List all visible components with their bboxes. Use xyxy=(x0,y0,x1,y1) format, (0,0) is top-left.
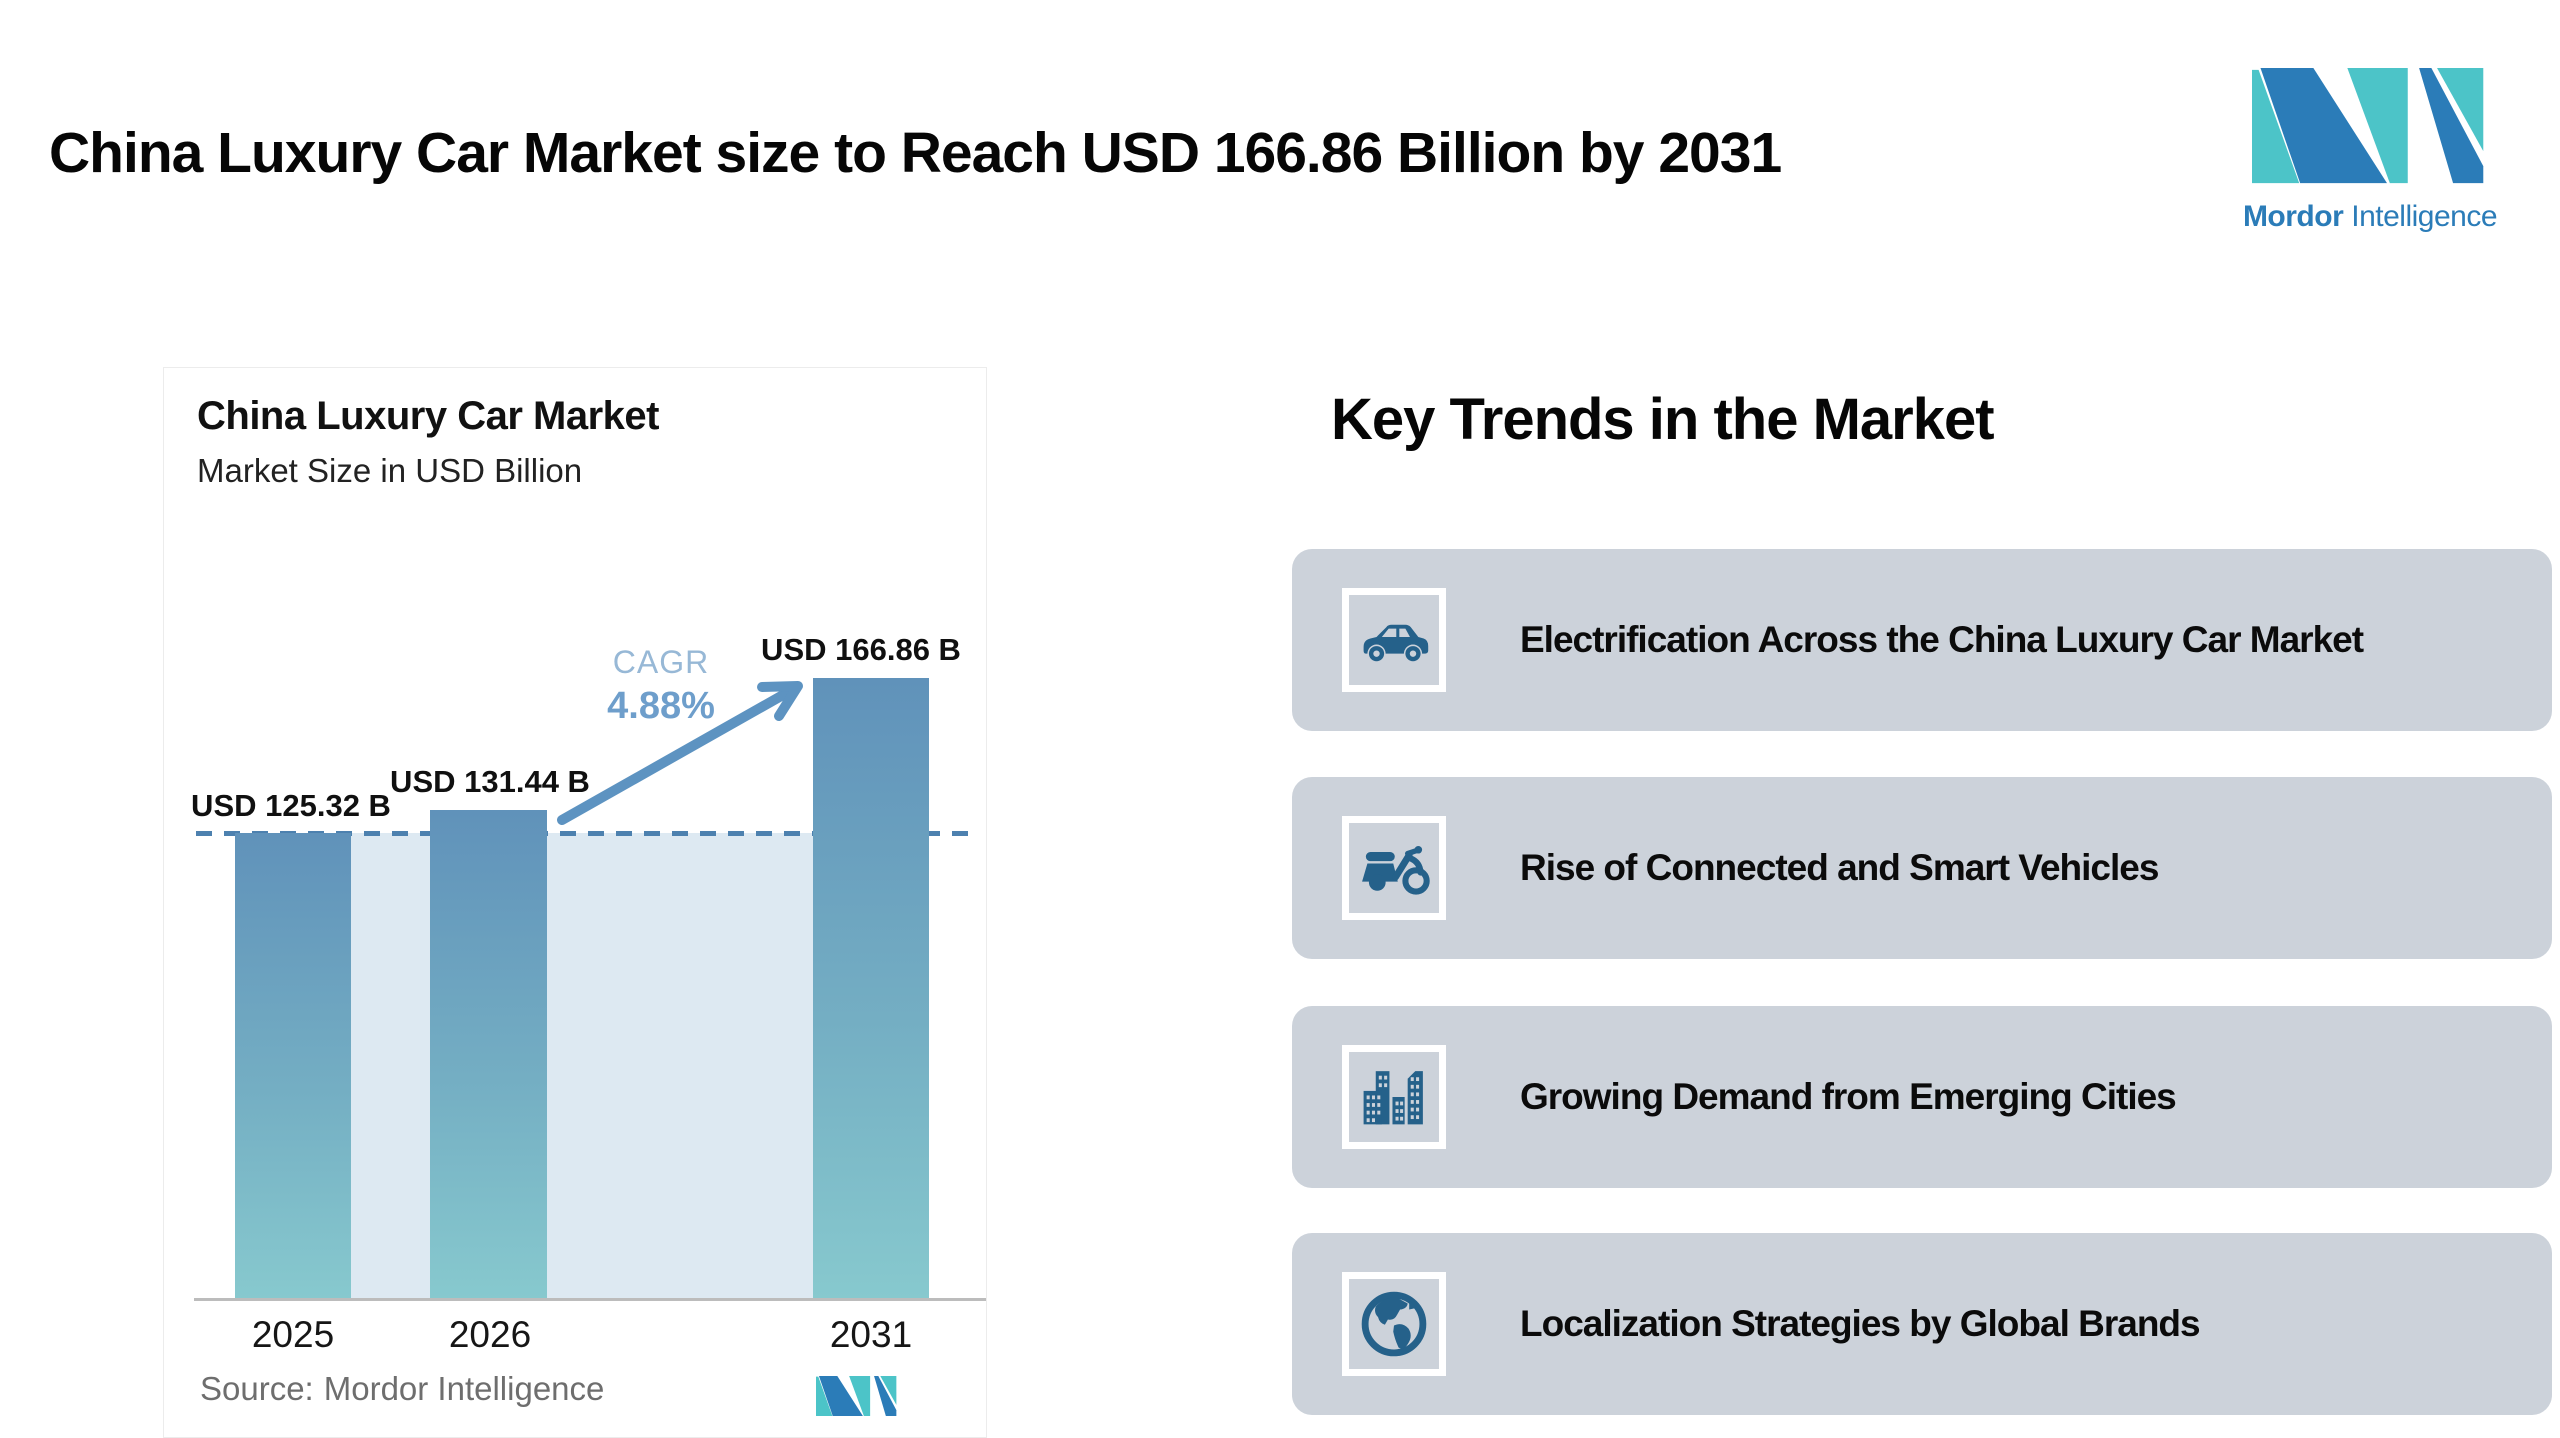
source-value: Mordor Intelligence xyxy=(323,1370,605,1407)
cagr-label: CAGR xyxy=(612,644,710,680)
brand-wordmark: Mordor Intelligence xyxy=(2242,200,2498,234)
trend-icon-box xyxy=(1342,1045,1446,1149)
x-axis-line xyxy=(194,1298,986,1301)
bar-chart-plot: USD 125.32 B USD 131.44 B USD 166.86 B C… xyxy=(164,368,986,1301)
trend-card-emerging-cities: Growing Demand from Emerging Cities xyxy=(1292,1006,2552,1188)
chart-subtitle: Market Size in USD Billion xyxy=(197,452,583,489)
bar-2031 xyxy=(813,678,929,1299)
trends-heading: Key Trends in the Market xyxy=(1331,387,1995,452)
x-tick-2026: 2026 xyxy=(448,1314,532,1355)
brand-logo: Mordor Intelligence xyxy=(2208,26,2532,318)
page-title: China Luxury Car Market size to Reach US… xyxy=(49,121,1782,185)
chart-title: China Luxury Car Market xyxy=(197,394,659,438)
market-size-chart-card: China Luxury Car Market Market Size in U… xyxy=(163,367,987,1438)
cagr-value: 4.88% xyxy=(607,685,715,727)
trend-card-localization: Localization Strategies by Global Brands xyxy=(1292,1233,2552,1415)
x-tick-2031: 2031 xyxy=(829,1314,913,1355)
source-label: Source: xyxy=(200,1370,314,1407)
cagr-annotation: CAGR 4.88% xyxy=(591,644,731,728)
bar-2026 xyxy=(430,810,547,1299)
trend-icon-box xyxy=(1342,1272,1446,1376)
trend-icon-box xyxy=(1342,588,1446,692)
brand-name-bold: Mordor xyxy=(2242,200,2344,233)
globe-icon xyxy=(1361,1291,1427,1357)
source-attribution: Source: Mordor Intelligence xyxy=(200,1370,604,1408)
trend-label: Rise of Connected and Smart Vehicles xyxy=(1520,847,2159,888)
trend-icon-box xyxy=(1342,816,1446,920)
brand-name-regular: Intelligence xyxy=(2351,200,2498,233)
car-icon xyxy=(1363,624,1429,662)
mordor-intelligence-mini-logo-icon xyxy=(816,1376,897,1417)
mordor-intelligence-logo-icon xyxy=(2252,68,2484,184)
scooter-icon xyxy=(1362,845,1430,895)
baseline-dashed-line xyxy=(196,831,976,836)
bar-value-label-2026: USD 131.44 B xyxy=(390,764,590,799)
trend-label: Electrification Across the China Luxury … xyxy=(1520,619,2364,660)
bar-value-label-2031: USD 166.86 B xyxy=(761,632,961,667)
bar-value-label-2025: USD 125.32 B xyxy=(191,788,391,823)
trend-card-connected-vehicles: Rise of Connected and Smart Vehicles xyxy=(1292,777,2552,959)
trend-label: Growing Demand from Emerging Cities xyxy=(1520,1076,2177,1117)
trend-label: Localization Strategies by Global Brands xyxy=(1520,1303,2201,1344)
trend-card-electrification: Electrification Across the China Luxury … xyxy=(1292,549,2552,731)
x-tick-2025: 2025 xyxy=(251,1314,335,1355)
bar-2025 xyxy=(235,833,351,1299)
buildings-icon xyxy=(1363,1071,1423,1125)
